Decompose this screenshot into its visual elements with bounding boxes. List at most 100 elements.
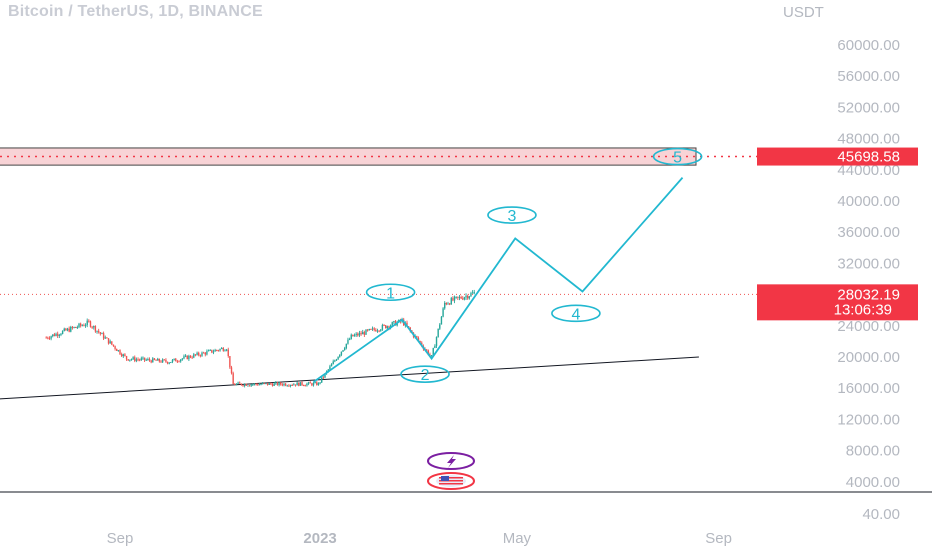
candle-body <box>296 382 298 386</box>
candle-body <box>360 332 362 335</box>
candle-body <box>147 359 149 361</box>
candle-body <box>109 341 111 344</box>
price-tick-label: 36000.00 <box>837 224 900 241</box>
us-flag-event-icon[interactable] <box>427 472 475 490</box>
candle-body <box>206 351 208 355</box>
wave-label: 2 <box>421 367 430 384</box>
candle-body <box>298 382 300 386</box>
candle-body <box>270 383 272 385</box>
candle-body <box>319 382 321 384</box>
candle-body <box>470 293 472 297</box>
flag-stripe <box>439 477 463 479</box>
candle-body <box>153 358 156 360</box>
candle-body <box>209 349 211 351</box>
candle-body <box>63 328 65 331</box>
candle-body <box>157 358 159 361</box>
candle-body <box>163 359 165 361</box>
candle-body <box>232 373 234 385</box>
candle-body <box>458 296 461 298</box>
candle-body <box>204 352 206 355</box>
candle-body <box>193 354 195 358</box>
candle-body <box>430 355 433 357</box>
target-price-tag-bg <box>757 147 918 166</box>
candle-body <box>358 332 361 336</box>
event-markers-layer <box>427 452 475 490</box>
candle-body <box>440 316 443 325</box>
candle-body <box>302 385 305 387</box>
candle-body <box>266 383 269 385</box>
price-axis[interactable]: USDT 60000.00 56000.00 52000.00 48000.00 4400… <box>783 4 900 523</box>
candle-body <box>316 382 318 386</box>
candle-body <box>235 383 238 385</box>
candle-body <box>288 385 290 387</box>
candle-body <box>465 295 467 298</box>
candle-body <box>124 354 126 357</box>
candle-body <box>280 382 282 385</box>
lightning-event-icon[interactable] <box>427 452 475 470</box>
support-trendline <box>0 356 699 400</box>
flag-stripe <box>439 480 463 482</box>
candle-body <box>457 296 459 298</box>
candle-body <box>170 362 172 364</box>
candle-body <box>355 333 357 336</box>
flag-canton <box>441 476 449 481</box>
price-tick-label: 60000.00 <box>837 37 900 54</box>
time-tick-label: 2023 <box>303 530 336 547</box>
candle-body <box>444 302 446 309</box>
wave-label-ellipse <box>365 283 416 302</box>
target-zone-box <box>0 147 697 166</box>
wave-label: 5 <box>673 150 682 167</box>
candle-body <box>265 383 267 385</box>
candle-body <box>304 385 307 387</box>
candle-body <box>230 367 233 374</box>
candle-body <box>435 336 438 346</box>
candle-body <box>432 348 434 356</box>
time-tick-label: May <box>503 530 532 547</box>
candle-body <box>94 326 97 332</box>
candle-body <box>114 346 116 349</box>
candle-body <box>362 332 364 335</box>
candle-body <box>99 332 102 334</box>
candle-body <box>155 359 157 361</box>
candle-body <box>160 361 162 363</box>
candle-body <box>179 359 182 362</box>
candle-body <box>306 383 308 386</box>
candle-body <box>391 322 393 326</box>
candle-body <box>348 339 351 341</box>
candle-body <box>142 357 144 359</box>
candle-body <box>152 358 154 363</box>
candle-body <box>97 330 100 333</box>
candle-body <box>181 358 184 360</box>
target-price-value: 45698.58 <box>837 149 900 166</box>
candle-body <box>383 325 385 327</box>
candle-body <box>257 384 259 386</box>
current-price-tag-bg <box>757 284 918 321</box>
time-axis[interactable]: Sep 2023 May Sep <box>107 530 732 547</box>
candle-body <box>122 354 124 357</box>
candle-body <box>286 385 288 387</box>
candle-body <box>65 328 67 331</box>
candle-body <box>107 338 110 344</box>
candle-body <box>342 350 344 352</box>
candle-body <box>373 328 375 330</box>
candle-body <box>127 359 129 361</box>
candle-body <box>50 336 52 339</box>
price-tick-label: 20000.00 <box>837 349 900 366</box>
candle-body <box>253 383 256 385</box>
candle-body <box>376 330 379 332</box>
candle-body <box>225 349 228 351</box>
price-tick-label: 40000.00 <box>837 193 900 210</box>
candle-body <box>330 364 333 367</box>
price-tick-label: 48000.00 <box>837 131 900 148</box>
candle-body <box>311 383 313 386</box>
candle-body <box>137 359 139 361</box>
candle-body <box>150 360 152 363</box>
candle-body <box>194 354 197 356</box>
candle-body <box>248 385 251 387</box>
candle-body <box>258 384 261 386</box>
candle-body <box>86 320 88 326</box>
candle-countdown: 13:06:39 <box>834 301 892 318</box>
price-tick-label: 8000.00 <box>846 443 900 460</box>
